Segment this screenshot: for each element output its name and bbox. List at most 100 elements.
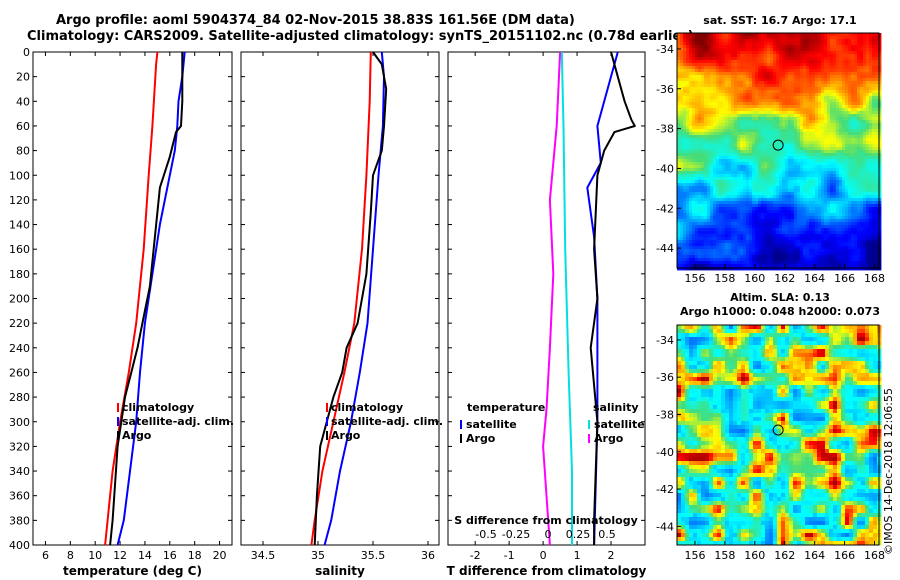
sla-map-title-2: Argo h1000: 0.048 h2000: 0.073 [680,305,880,318]
x-tick-label-difference: 2 [608,549,615,562]
map-lat-tick-label: -44 [656,520,674,533]
map-lat-tick-label: -44 [656,242,674,255]
legend-label: climatology [331,401,403,414]
map-lon-tick-label: 168 [864,272,885,285]
map-lon-tick-label: 162 [774,272,795,285]
x-tick-label-temperature: 14 [138,549,152,562]
map-lon-tick-label: 164 [804,272,825,285]
x-top-tick-label: 0.25 [566,528,591,541]
x-tick-label-temperature: 20 [213,549,227,562]
depth-tick-label: 80 [16,145,30,158]
legend-label: Argo [466,432,496,445]
map-lat-tick-label: -40 [656,162,674,175]
x-tick-label-difference: -2 [470,549,481,562]
x-tick-label-temperature: 18 [188,549,202,562]
map-lon-tick-label: 160 [744,549,765,562]
depth-tick-label: 200 [9,293,30,306]
legend-title-temperature: temperature [467,401,545,414]
series-argo [109,52,184,546]
series-satellite-adj-clim- [323,51,385,546]
depth-tick-label: 360 [9,490,30,503]
map-lon-tick-label: 164 [804,549,825,562]
x-axis-label-salinity: salinity [315,564,365,578]
depth-tick-label: 140 [9,219,30,232]
x-tick-label-temperature: 6 [42,549,49,562]
x-top-tick-label: 0 [545,528,552,541]
map-lon-tick-label: 166 [834,272,855,285]
map-lat-tick-label: -38 [656,123,674,136]
series-t-satellite [586,51,619,546]
plot-title-line1: Argo profile: aoml 5904374_84 02-Nov-201… [56,13,575,28]
x-tick-label-salinity: 36 [421,549,435,562]
depth-tick-label: 120 [9,194,30,207]
depth-tick-label: 0 [23,46,30,59]
legend-label: satellite-adj. clim. [331,415,443,428]
x-tick-label-difference: -1 [504,549,515,562]
depth-tick-label: 40 [16,95,30,108]
legend-label: climatology [122,401,194,414]
x-tick-label-temperature: 12 [113,549,127,562]
map-lon-tick-label: 156 [684,272,705,285]
legend-label: Argo [594,432,624,445]
depth-tick-label: 160 [9,243,30,256]
series-s-argo [542,51,562,546]
depth-tick-label: 20 [16,71,30,84]
series-t-argo [589,51,636,545]
plot-title-line2: Climatology: CARS2009. Satellite-adjuste… [27,29,694,44]
x-axis-label-temperature: temperature (deg C) [63,564,202,578]
legend-label: satellite [594,418,645,431]
map-lon-tick-label: 160 [744,272,765,285]
map-lon-tick-label: 166 [834,549,855,562]
series-s-satellite [560,51,573,545]
legend-title-salinity: salinity [593,401,639,414]
series-climatology [310,51,372,546]
depth-tick-label: 320 [9,440,30,453]
sst_map-frame [676,32,880,269]
depth-tick-label: 340 [9,465,30,478]
x-tick-label-difference: 0 [540,549,547,562]
map-lat-tick-label: -42 [656,483,674,496]
panel-frame-difference [447,51,646,546]
series-argo [313,51,388,546]
x-top-tick-label: 0.5 [598,528,616,541]
x-tick-label-salinity: 34.5 [251,549,276,562]
legend-label: Argo [122,429,152,442]
map-lat-tick-label: -42 [656,202,674,215]
sst-map-title: sat. SST: 16.7 Argo: 17.1 [703,14,857,27]
depth-tick-label: 300 [9,416,30,429]
series-satellite-adj-clim- [116,51,186,546]
legend-label: Argo [331,429,361,442]
map-lon-tick-label: 162 [774,549,795,562]
sla-map-title-1: Altim. SLA: 0.13 [730,291,830,304]
x-axis-label-top: S difference from climatology [454,514,638,527]
argo-location-marker [772,139,784,151]
map-lat-tick-label: -34 [656,43,674,56]
x-tick-label-temperature: 16 [163,549,177,562]
sla_map-cells [677,325,882,546]
depth-tick-label: 260 [9,366,30,379]
depth-tick-label: 60 [16,120,30,133]
sla_map-frame [676,324,880,546]
x-axis-label-difference: T difference from climatology [447,564,647,578]
depth-tick-label: 380 [9,514,30,527]
x-tick-label-salinity: 35 [311,549,325,562]
x-tick-label-temperature: 8 [67,549,74,562]
legend-label: satellite [466,418,517,431]
x-tick-label-salinity: 35.5 [361,549,386,562]
panel-frame-temperature [32,51,233,546]
legend-label: satellite-adj. clim. [122,415,234,428]
map-lat-tick-label: -36 [656,83,674,96]
map-lat-tick-label: -36 [656,371,674,384]
x-tick-label-temperature: 10 [88,549,102,562]
sst_map-cells [677,33,882,271]
x-top-tick-label: -0.5 [475,528,496,541]
map-lon-tick-label: 158 [714,549,735,562]
map-lon-tick-label: 156 [684,549,705,562]
depth-tick-label: 240 [9,342,30,355]
map-lat-tick-label: -34 [656,334,674,347]
series-climatology [104,51,159,546]
depth-tick-label: 280 [9,391,30,404]
depth-tick-label: 100 [9,169,30,182]
depth-tick-label: 180 [9,268,30,281]
